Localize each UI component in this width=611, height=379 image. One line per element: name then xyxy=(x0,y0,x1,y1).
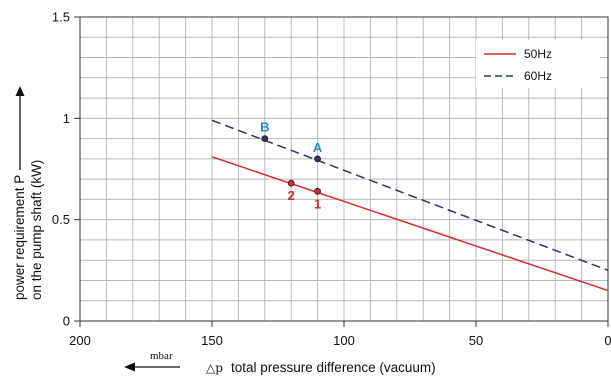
point-label-a: A xyxy=(313,140,323,155)
y-axis-title-line2: on the pump shaft (kW) xyxy=(29,160,44,300)
point-label-2: 2 xyxy=(288,188,295,203)
point-label-1: 1 xyxy=(314,196,321,211)
point-marker-b xyxy=(261,135,269,143)
x-axis-title: mbar △p total pressure difference (vacuu… xyxy=(124,350,436,375)
x-tick-label: 200 xyxy=(69,333,91,348)
y-tick-label: 0 xyxy=(63,314,70,329)
x-axis-arrowhead-icon xyxy=(124,362,135,372)
point-marker-a xyxy=(314,155,322,163)
legend-label-60hz: 60Hz xyxy=(524,69,552,83)
legend-label-50hz: 50Hz xyxy=(524,47,552,61)
series-lines xyxy=(211,119,609,292)
y-tick-label: 1 xyxy=(63,111,70,126)
y-axis-arrowhead-icon xyxy=(15,86,25,96)
x-tick-label: 150 xyxy=(201,333,223,348)
x-tick-label: 0 xyxy=(604,333,611,348)
y-axis-title-line1: power requirement P xyxy=(12,175,27,300)
series-line-60hz xyxy=(211,119,609,272)
x-axis-symbol: △p xyxy=(206,361,223,375)
y-tick-label: 0.5 xyxy=(52,212,70,227)
point-marker-1 xyxy=(314,187,322,195)
series-line-50hz xyxy=(211,156,609,292)
legend-box xyxy=(476,40,600,88)
x-axis-title-text: total pressure difference (vacuum) xyxy=(231,360,436,375)
point-label-b: B xyxy=(260,120,269,135)
x-tick-label: 50 xyxy=(469,333,483,348)
y-axis-ticks: 0 0.5 1 1.5 xyxy=(52,10,80,329)
x-axis-unit: mbar xyxy=(150,350,173,362)
y-axis-title: power requirement P on the pump shaft (k… xyxy=(12,86,44,300)
x-axis-ticks: 200 150 100 50 0 xyxy=(69,321,611,348)
operating-points: A B 1 2 xyxy=(260,120,323,212)
x-tick-label: 100 xyxy=(333,333,355,348)
legend: 50Hz 60Hz xyxy=(476,40,600,88)
point-marker-2 xyxy=(287,179,295,187)
y-tick-label: 1.5 xyxy=(52,10,70,25)
